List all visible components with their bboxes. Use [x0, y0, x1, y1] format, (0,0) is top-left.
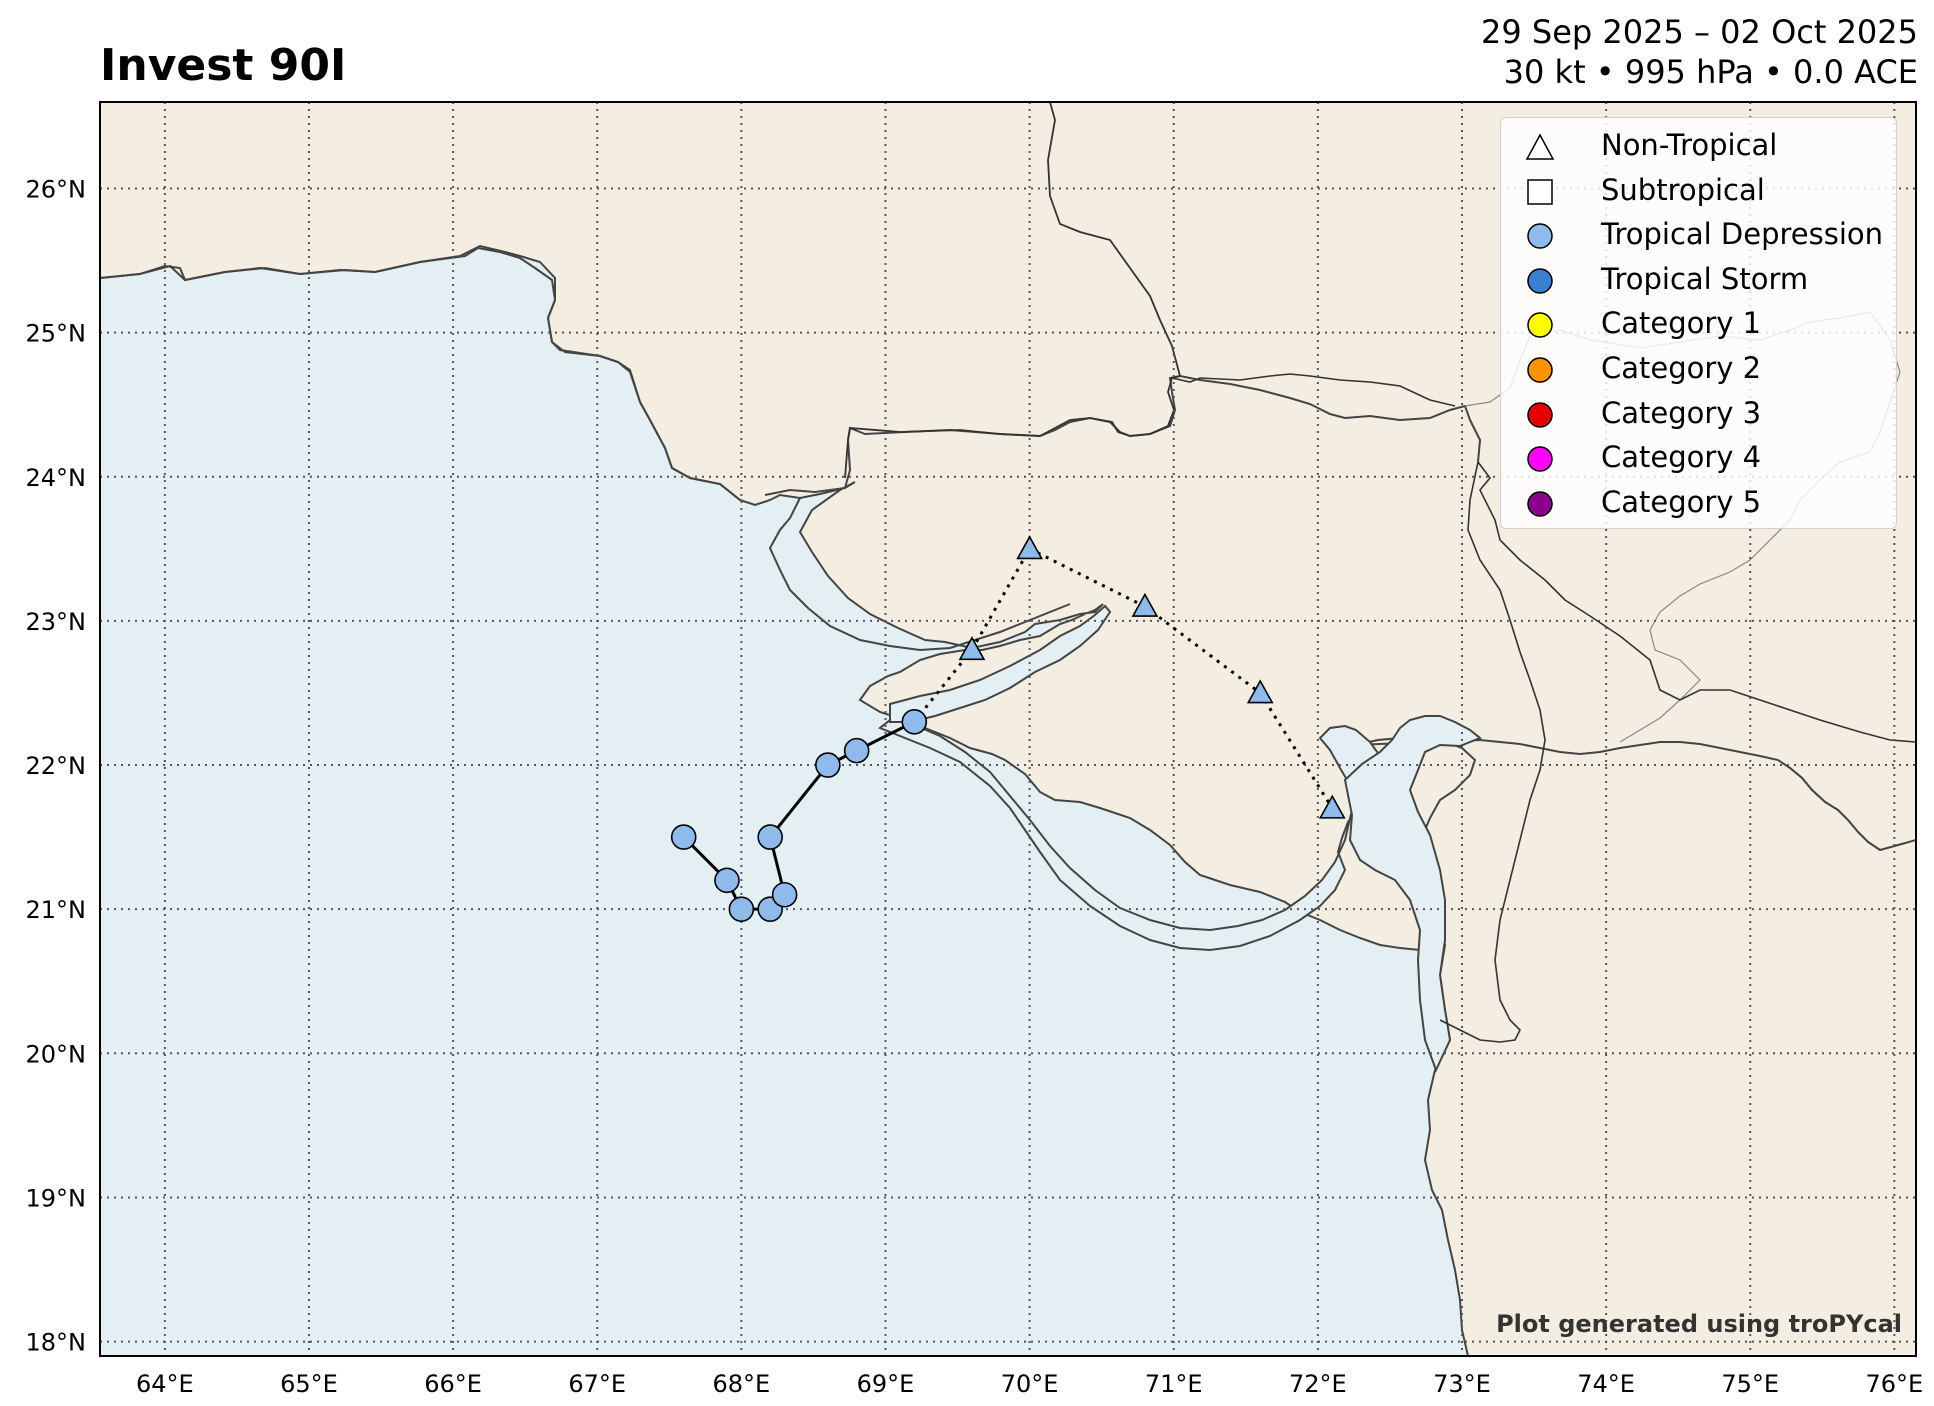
- lat-tick-label: 19°N: [26, 1184, 87, 1212]
- legend-circle-icon: [1527, 223, 1553, 249]
- credit-text: Plot generated using troPYcal: [1496, 1310, 1902, 1338]
- legend-label: Category 3: [1601, 395, 1762, 430]
- legend-label: Category 1: [1601, 306, 1762, 341]
- lat-tick-label: 24°N: [26, 464, 87, 492]
- lon-tick-label: 64°E: [136, 1370, 194, 1398]
- legend-label: Subtropical: [1601, 172, 1765, 207]
- legend-label: Tropical Depression: [1601, 217, 1884, 252]
- legend-item: Subtropical: [1501, 169, 1896, 213]
- legend-item: Category 1: [1501, 302, 1896, 346]
- lat-tick-label: 21°N: [26, 896, 87, 924]
- lon-tick-label: 76°E: [1866, 1370, 1924, 1398]
- state-border-3: [1439, 461, 1546, 1043]
- legend-circle-icon: [1527, 446, 1553, 472]
- lon-tick-label: 75°E: [1721, 1370, 1779, 1398]
- lon-tick-label: 67°E: [568, 1370, 626, 1398]
- lon-tick-label: 66°E: [424, 1370, 482, 1398]
- track-point-tropical-depression: [728, 896, 755, 922]
- track-point-non-tropical: [1246, 679, 1274, 704]
- land-east: [1354, 733, 1916, 1356]
- legend-label: Tropical Storm: [1601, 261, 1809, 296]
- lat-tick-label: 18°N: [26, 1329, 87, 1357]
- storm-track: [670, 535, 1346, 922]
- date-range: 29 Sep 2025 – 02 Oct 2025: [1481, 13, 1918, 51]
- map-title: Invest 90I: [100, 40, 347, 91]
- track-point-tropical-depression: [815, 752, 841, 778]
- legend-item: Tropical Storm: [1501, 258, 1896, 302]
- legend: Non-Tropical Subtropical Tropical Depressi…: [1500, 117, 1897, 529]
- legend-triangle-icon: [1525, 133, 1555, 160]
- legend-circle-icon: [1527, 312, 1553, 339]
- international-border: [844, 102, 1182, 479]
- track-point-tropical-depression: [843, 737, 870, 764]
- track-segment: [970, 548, 1031, 651]
- track-point-tropical-depression: [757, 824, 783, 850]
- saurashtra-coast: [878, 714, 1394, 952]
- state-border-2: [1477, 461, 1916, 743]
- track-point-tropical-depression: [714, 867, 740, 894]
- pakistan-coast: [100, 246, 741, 501]
- legend-item: Category 3: [1501, 392, 1896, 436]
- lon-tick-label: 74°E: [1577, 1370, 1635, 1398]
- legend-item: Category 4: [1501, 436, 1896, 480]
- storm-stats: 30 kt • 995 hPa • 0.0 ACE: [1503, 53, 1918, 91]
- track-point-tropical-depression: [670, 824, 697, 850]
- legend-square-icon: [1527, 178, 1553, 205]
- legend-circle-icon: [1527, 268, 1553, 294]
- legend-item: Non-Tropical: [1501, 124, 1896, 168]
- legend-item: Category 5: [1501, 481, 1896, 525]
- track-segment: [1028, 547, 1146, 608]
- legend-circle-icon: [1527, 491, 1553, 517]
- track-segment: [913, 648, 974, 723]
- lon-tick-label: 71°E: [1145, 1370, 1203, 1398]
- gujarat-north-border: [1171, 373, 1456, 407]
- track-point-non-tropical: [1131, 592, 1159, 617]
- gulf-of-kutch: [889, 604, 1112, 723]
- legend-label: Category 5: [1601, 484, 1762, 519]
- lon-tick-label: 72°E: [1289, 1370, 1347, 1398]
- lat-tick-label: 25°N: [26, 320, 87, 348]
- lon-tick-label: 68°E: [713, 1370, 771, 1398]
- lat-tick-label: 26°N: [26, 175, 87, 203]
- map-frame: [99, 101, 1917, 1357]
- legend-circle-icon: [1527, 357, 1553, 383]
- legend-circle-icon: [1527, 401, 1553, 428]
- track-point-tropical-depression: [771, 881, 798, 908]
- rann-lower: [768, 497, 1071, 652]
- lon-tick-label: 69°E: [857, 1370, 915, 1398]
- track-point-non-tropical: [1016, 535, 1043, 560]
- lon-tick-label: 70°E: [1001, 1370, 1059, 1398]
- track-segment: [1144, 605, 1262, 695]
- kutch-coast: [764, 374, 1482, 496]
- legend-label: Non-Tropical: [1601, 128, 1778, 162]
- lon-tick-label: 65°E: [280, 1370, 338, 1398]
- legend-item: Tropical Depression: [1501, 213, 1896, 257]
- lat-tick-label: 20°N: [26, 1040, 87, 1068]
- track-point-tropical-depression: [901, 708, 928, 735]
- lat-tick-label: 22°N: [26, 752, 87, 780]
- track-point-non-tropical: [1318, 794, 1346, 819]
- legend-item: Category 2: [1501, 347, 1896, 391]
- legend-label: Category 2: [1601, 351, 1762, 385]
- legend-label: Category 4: [1601, 440, 1762, 475]
- gulf-of-khambhat: [1343, 715, 1482, 1073]
- lat-tick-label: 23°N: [26, 608, 87, 636]
- tick-labels: 64°E 65°E 66°E 67°E 68°E 69°E 70°E 71°E 72°E 73°E…: [26, 175, 1924, 1398]
- track-point-non-tropical: [958, 636, 986, 661]
- track-segment: [769, 764, 830, 839]
- lon-tick-label: 73°E: [1433, 1370, 1491, 1398]
